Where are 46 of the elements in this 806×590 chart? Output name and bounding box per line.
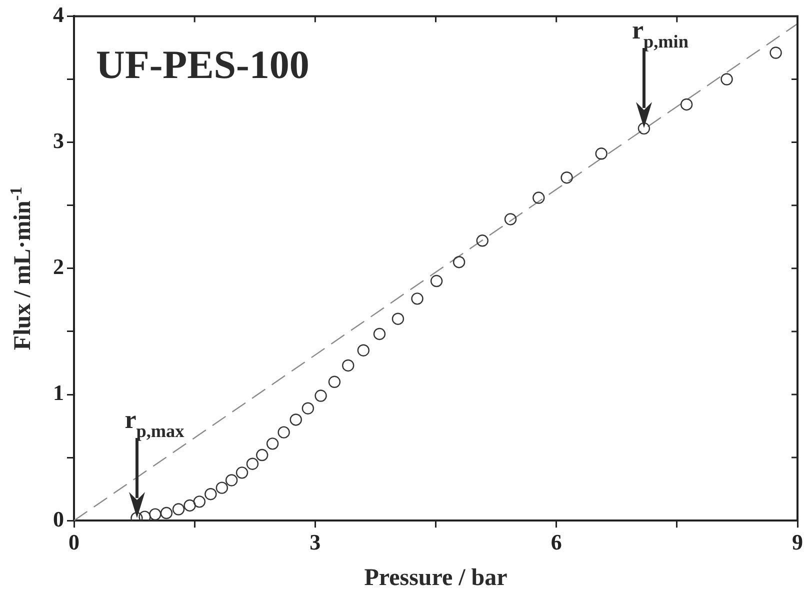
x-axis-title: Pressure / bar: [364, 565, 508, 590]
point: [720, 73, 733, 86]
point: [342, 359, 354, 372]
point: [392, 312, 404, 325]
point: [680, 98, 693, 111]
y-tick-label: 3: [53, 128, 64, 153]
point: [560, 172, 573, 184]
point: [476, 234, 488, 247]
point: [430, 274, 443, 288]
y-tick-label: 2: [53, 254, 64, 280]
point: [160, 506, 173, 520]
point: [204, 488, 217, 500]
point: [236, 466, 248, 479]
point: [225, 474, 238, 486]
point: [290, 414, 302, 426]
point: [532, 192, 545, 204]
point: [595, 148, 608, 160]
y-axis-title: Flux / mL·min-1: [6, 186, 36, 350]
point: [357, 344, 370, 356]
point: [149, 508, 162, 520]
point: [302, 402, 314, 414]
point: [256, 448, 268, 462]
point: [266, 438, 279, 450]
point: [411, 292, 424, 305]
point: [638, 122, 650, 135]
point: [172, 503, 185, 516]
x-tick-label: 6: [550, 529, 562, 554]
point: [328, 376, 341, 388]
y-tick-label: 4: [53, 2, 64, 27]
point: [504, 213, 517, 226]
x-tick-label: 3: [310, 529, 321, 554]
point: [193, 496, 206, 508]
point: [138, 510, 151, 521]
point: [373, 328, 386, 340]
point: [278, 426, 290, 438]
point: [216, 482, 228, 494]
text: UF-PES-100: [96, 42, 310, 88]
point: [314, 390, 327, 402]
point: [246, 458, 259, 470]
point: [452, 256, 466, 268]
y-tick-label: 0: [53, 506, 64, 532]
point: [184, 499, 196, 512]
point: [770, 46, 782, 59]
x-tick-label: 0: [68, 529, 80, 554]
y-tick-label: 1: [53, 380, 64, 406]
x-tick-label: 9: [792, 529, 803, 554]
